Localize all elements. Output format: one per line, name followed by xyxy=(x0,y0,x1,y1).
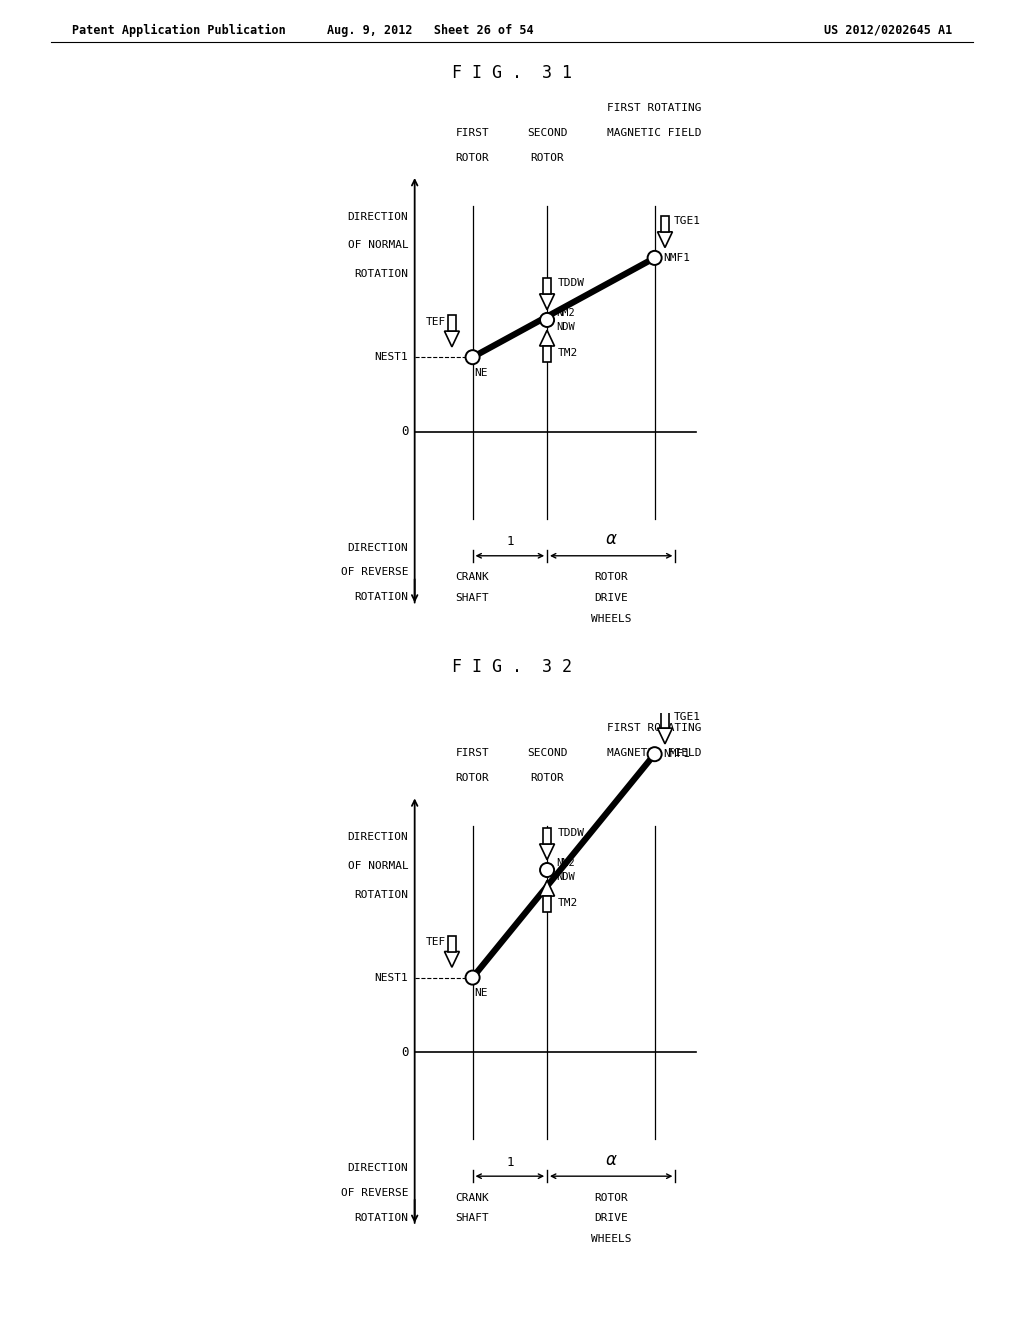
Text: US 2012/0202645 A1: US 2012/0202645 A1 xyxy=(824,24,952,37)
Text: NMF1: NMF1 xyxy=(664,253,691,263)
Text: OF NORMAL: OF NORMAL xyxy=(348,861,409,871)
Text: FIRST ROTATING: FIRST ROTATING xyxy=(607,723,701,734)
Text: $\alpha$: $\alpha$ xyxy=(605,1151,617,1168)
Text: TEF: TEF xyxy=(425,317,445,327)
Polygon shape xyxy=(662,216,669,232)
Text: ROTATION: ROTATION xyxy=(354,269,409,280)
Circle shape xyxy=(540,313,554,327)
Text: OF REVERSE: OF REVERSE xyxy=(341,1188,409,1197)
Text: MAGNETIC FIELD: MAGNETIC FIELD xyxy=(607,748,701,758)
Text: SHAFT: SHAFT xyxy=(456,593,489,603)
Polygon shape xyxy=(540,294,555,310)
Polygon shape xyxy=(544,279,551,294)
Polygon shape xyxy=(544,896,551,912)
Text: DIRECTION: DIRECTION xyxy=(348,1163,409,1173)
Text: NE: NE xyxy=(475,987,488,998)
Text: 1: 1 xyxy=(506,1156,514,1168)
Text: ROTOR: ROTOR xyxy=(456,774,489,783)
Text: DIRECTION: DIRECTION xyxy=(348,543,409,553)
Polygon shape xyxy=(444,331,460,347)
Text: SECOND: SECOND xyxy=(526,748,567,758)
Text: $\alpha$: $\alpha$ xyxy=(605,531,617,548)
Text: NM2: NM2 xyxy=(556,858,574,869)
Text: DRIVE: DRIVE xyxy=(594,1213,628,1224)
Text: TGE1: TGE1 xyxy=(674,215,701,226)
Polygon shape xyxy=(449,315,456,331)
Polygon shape xyxy=(657,232,673,248)
Text: ROTOR: ROTOR xyxy=(530,774,564,783)
Text: TDDW: TDDW xyxy=(557,277,585,288)
Text: ROTOR: ROTOR xyxy=(594,573,628,582)
Text: Patent Application Publication: Patent Application Publication xyxy=(72,24,286,37)
Text: FIRST: FIRST xyxy=(456,748,489,758)
Polygon shape xyxy=(540,330,555,346)
Text: TM2: TM2 xyxy=(557,898,578,908)
Text: NEST1: NEST1 xyxy=(375,352,409,362)
Polygon shape xyxy=(544,346,551,362)
Text: NEST1: NEST1 xyxy=(375,973,409,982)
Polygon shape xyxy=(444,952,460,968)
Text: 1: 1 xyxy=(506,536,514,548)
Text: WHEELS: WHEELS xyxy=(591,614,632,624)
Text: TDDW: TDDW xyxy=(557,828,585,838)
Text: TGE1: TGE1 xyxy=(674,711,701,722)
Polygon shape xyxy=(449,936,456,952)
Text: Aug. 9, 2012   Sheet 26 of 54: Aug. 9, 2012 Sheet 26 of 54 xyxy=(327,24,534,37)
Circle shape xyxy=(647,747,662,762)
Text: CRANK: CRANK xyxy=(456,573,489,582)
Text: 0: 0 xyxy=(401,1045,409,1059)
Text: OF REVERSE: OF REVERSE xyxy=(341,568,409,577)
Text: SHAFT: SHAFT xyxy=(456,1213,489,1224)
Text: NDW: NDW xyxy=(556,873,574,882)
Text: FIRST: FIRST xyxy=(456,128,489,137)
Text: NMF1: NMF1 xyxy=(664,750,691,759)
Text: ROTOR: ROTOR xyxy=(594,1193,628,1203)
Circle shape xyxy=(466,350,479,364)
Circle shape xyxy=(647,251,662,265)
Text: DIRECTION: DIRECTION xyxy=(348,832,409,842)
Text: DIRECTION: DIRECTION xyxy=(348,211,409,222)
Text: WHEELS: WHEELS xyxy=(591,1234,632,1245)
Polygon shape xyxy=(657,729,673,744)
Text: TEF: TEF xyxy=(425,937,445,948)
Text: MAGNETIC FIELD: MAGNETIC FIELD xyxy=(607,128,701,137)
Text: F I G .  3 2: F I G . 3 2 xyxy=(452,657,572,676)
Circle shape xyxy=(466,970,479,985)
Text: DRIVE: DRIVE xyxy=(594,593,628,603)
Text: OF NORMAL: OF NORMAL xyxy=(348,240,409,251)
Text: NDW: NDW xyxy=(556,322,574,333)
Text: NE: NE xyxy=(475,367,488,378)
Text: ROTATION: ROTATION xyxy=(354,1213,409,1222)
Polygon shape xyxy=(540,880,555,896)
Text: ROTATION: ROTATION xyxy=(354,593,409,602)
Text: ROTOR: ROTOR xyxy=(456,153,489,162)
Text: F I G .  3 1: F I G . 3 1 xyxy=(452,63,572,82)
Polygon shape xyxy=(540,843,555,859)
Text: ROTATION: ROTATION xyxy=(354,890,409,900)
Text: CRANK: CRANK xyxy=(456,1193,489,1203)
Polygon shape xyxy=(662,713,669,729)
Text: SECOND: SECOND xyxy=(526,128,567,137)
Circle shape xyxy=(540,863,554,876)
Polygon shape xyxy=(544,828,551,843)
Text: 0: 0 xyxy=(401,425,409,438)
Text: TM2: TM2 xyxy=(557,348,578,358)
Text: ROTOR: ROTOR xyxy=(530,153,564,162)
Text: FIRST ROTATING: FIRST ROTATING xyxy=(607,103,701,114)
Text: NM2: NM2 xyxy=(556,308,574,318)
